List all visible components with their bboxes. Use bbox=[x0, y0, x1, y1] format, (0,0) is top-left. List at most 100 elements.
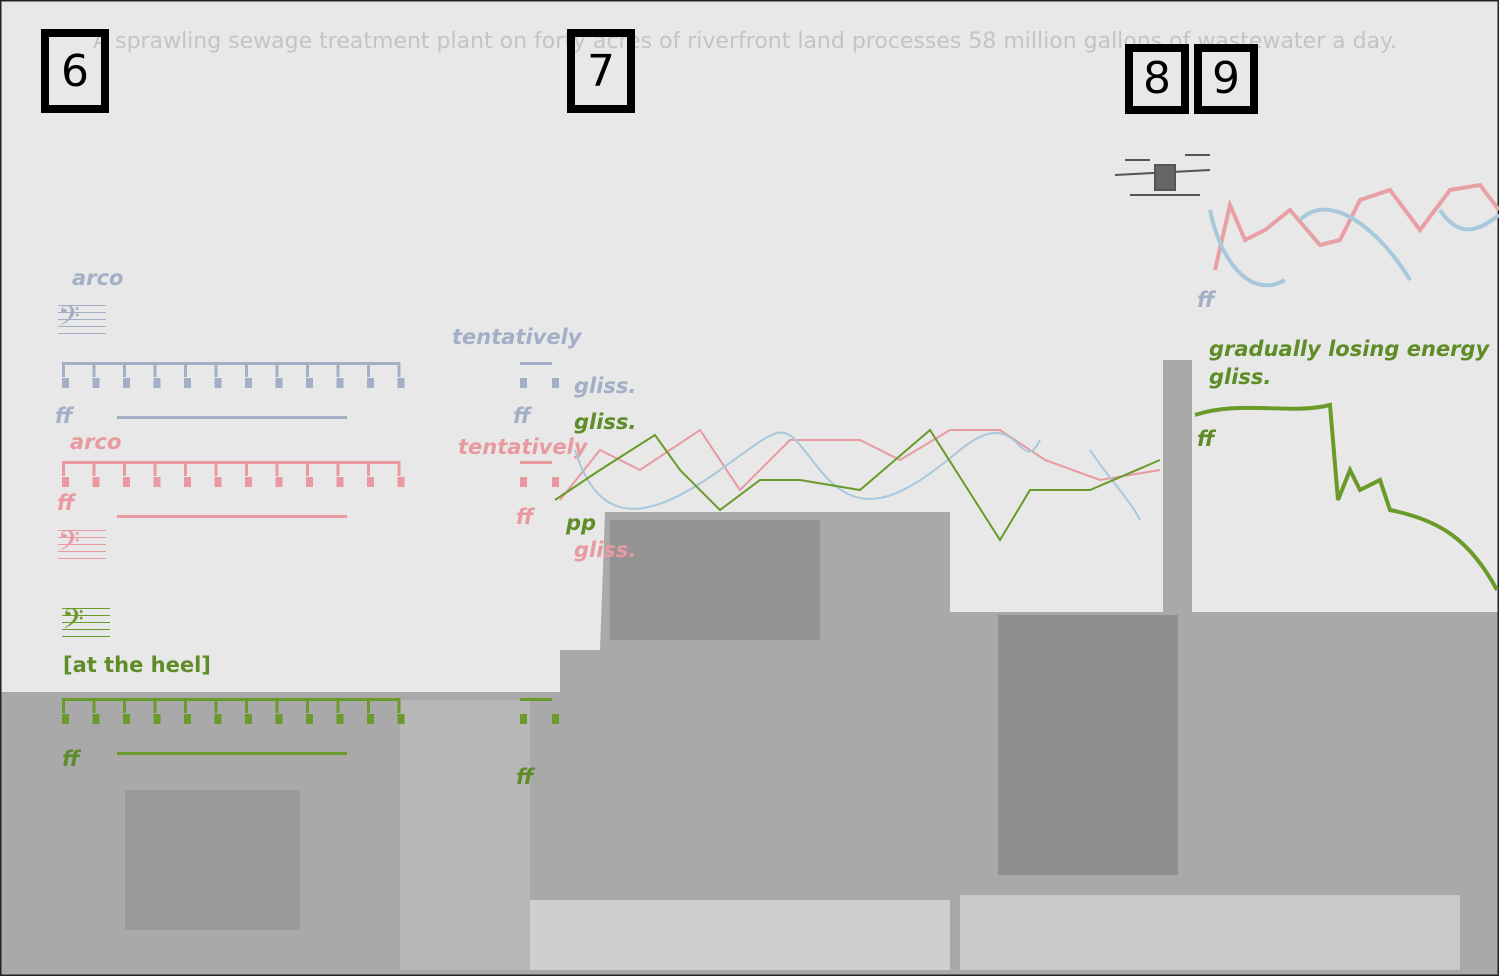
marking: [at the heel] bbox=[63, 653, 211, 677]
marking: gradually losing energy bbox=[1209, 337, 1491, 361]
note bbox=[367, 477, 374, 487]
note-stem bbox=[397, 362, 401, 377]
marking: tentatively bbox=[458, 435, 589, 459]
note bbox=[520, 477, 527, 487]
note-stem bbox=[214, 698, 218, 713]
sub-beam bbox=[117, 752, 347, 755]
gliss-lines bbox=[554, 182, 1499, 591]
dynamic: pp bbox=[565, 511, 596, 535]
rehearsal-box bbox=[1194, 44, 1258, 114]
gliss: gliss. bbox=[574, 538, 636, 562]
beam bbox=[62, 362, 400, 365]
note-stem bbox=[336, 698, 340, 713]
note bbox=[123, 477, 130, 487]
gliss: gliss. bbox=[574, 410, 636, 434]
note bbox=[275, 477, 283, 487]
note-stem bbox=[397, 461, 401, 476]
rehearsal-box bbox=[41, 29, 109, 113]
sub-beam bbox=[117, 416, 347, 419]
note bbox=[275, 714, 283, 724]
staves: 𝄢 𝄢 𝄢 bbox=[58, 300, 559, 755]
staff-line bbox=[58, 312, 106, 313]
staff-line bbox=[58, 319, 106, 320]
note bbox=[214, 378, 222, 388]
gliss-line bbox=[1213, 182, 1499, 271]
note-stem bbox=[367, 362, 370, 377]
note bbox=[123, 378, 130, 388]
note bbox=[552, 714, 559, 724]
beam bbox=[520, 698, 552, 701]
beam bbox=[62, 698, 400, 701]
note bbox=[92, 477, 100, 487]
note-stem bbox=[92, 698, 96, 713]
note-stem bbox=[184, 698, 187, 713]
note-stem bbox=[123, 698, 126, 713]
staff-line bbox=[58, 551, 106, 552]
note-stem bbox=[336, 362, 340, 377]
staff-line bbox=[58, 530, 106, 531]
gliss-line bbox=[574, 431, 1141, 521]
note-stem bbox=[184, 362, 187, 377]
staff-line bbox=[62, 629, 110, 630]
beam bbox=[520, 362, 552, 365]
note bbox=[275, 378, 283, 388]
note bbox=[397, 378, 405, 388]
note bbox=[153, 477, 161, 487]
dynamic: ff bbox=[516, 505, 536, 529]
note bbox=[153, 378, 161, 388]
gliss: gliss. bbox=[1209, 365, 1271, 389]
rehearsal-mark: 7 bbox=[587, 46, 615, 97]
dynamic: ff bbox=[55, 404, 75, 428]
note-stem bbox=[153, 461, 157, 476]
note-stem bbox=[123, 362, 126, 377]
note-stem bbox=[184, 461, 187, 476]
note bbox=[184, 378, 191, 388]
sub-beam bbox=[117, 515, 347, 518]
rehearsal-box bbox=[1125, 44, 1189, 114]
staff-line bbox=[58, 558, 106, 559]
note-stem bbox=[367, 461, 370, 476]
note bbox=[123, 714, 130, 724]
gliss-line bbox=[1208, 207, 1499, 288]
marking: tentatively bbox=[452, 325, 583, 349]
staff-line bbox=[62, 608, 110, 609]
gliss-line bbox=[559, 428, 1161, 501]
note bbox=[153, 714, 161, 724]
note-stem bbox=[92, 461, 96, 476]
note bbox=[397, 714, 405, 724]
beam bbox=[520, 461, 552, 464]
gliss-line bbox=[1194, 402, 1499, 591]
note bbox=[62, 378, 69, 388]
dynamic: ff bbox=[1197, 288, 1217, 312]
note-stem bbox=[275, 698, 279, 713]
rehearsal-marks bbox=[41, 29, 1258, 114]
clef: 𝄢 bbox=[62, 603, 84, 643]
note bbox=[214, 714, 222, 724]
note-stem bbox=[62, 461, 65, 476]
note-stem bbox=[245, 461, 248, 476]
note bbox=[306, 477, 313, 487]
rehearsal-box bbox=[567, 29, 635, 113]
note bbox=[214, 477, 222, 487]
staff-line bbox=[58, 544, 106, 545]
note bbox=[336, 378, 344, 388]
note-stem bbox=[62, 698, 65, 713]
dynamic: ff bbox=[62, 747, 82, 771]
note-stem bbox=[306, 362, 309, 377]
note bbox=[552, 477, 559, 487]
note bbox=[520, 378, 527, 388]
note-stem bbox=[123, 461, 126, 476]
note-stem bbox=[214, 362, 218, 377]
staff-line bbox=[62, 622, 110, 623]
note-stem bbox=[153, 698, 157, 713]
note bbox=[367, 378, 374, 388]
note-stem bbox=[153, 362, 157, 377]
gliss-line bbox=[554, 428, 1161, 542]
note bbox=[397, 477, 405, 487]
marking: arco bbox=[70, 430, 121, 454]
staff-line bbox=[62, 636, 110, 637]
note bbox=[184, 714, 191, 724]
note bbox=[552, 378, 559, 388]
